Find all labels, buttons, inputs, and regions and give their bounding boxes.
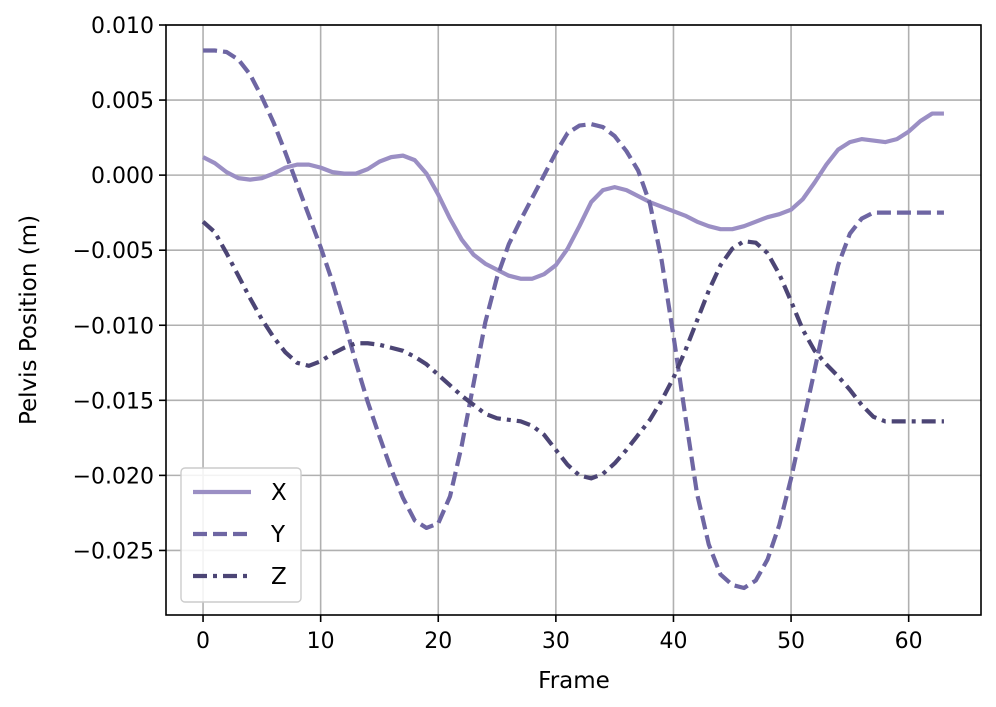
y-tick-label: −0.025 (73, 539, 154, 564)
series-line-y (203, 48, 944, 591)
legend-label-z: Z (271, 564, 287, 590)
y-axis-label: Pelvis Position (m) (16, 215, 42, 425)
x-tick-label: 20 (424, 629, 452, 654)
legend: XYZ (180, 467, 302, 603)
legend-label-y: Y (270, 522, 286, 548)
x-tick-label: 30 (542, 629, 570, 654)
y-tick-label: 0.000 (91, 164, 154, 189)
y-tick-label: 0.010 (91, 14, 154, 39)
x-tick-label: 60 (895, 629, 923, 654)
x-tick-label: 0 (196, 629, 210, 654)
series-line-x (202, 111, 944, 281)
legend-label-x: X (271, 480, 287, 506)
x-axis-ticks: 0 10 20 30 40 50 60 (196, 615, 923, 654)
plot-frame (165, 24, 982, 616)
series-line-z (201, 220, 944, 481)
y-tick-label: −0.015 (73, 389, 154, 414)
series-layer (201, 48, 944, 591)
x-tick-label: 50 (777, 629, 805, 654)
y-tick-label: −0.020 (73, 464, 154, 489)
y-tick-label: −0.010 (73, 314, 154, 339)
x-axis-label: Frame (538, 668, 610, 694)
grid (166, 24, 981, 615)
y-tick-label: 0.005 (91, 89, 154, 114)
x-tick-label: 10 (307, 629, 335, 654)
y-axis-ticks: 0.010 0.005 0.000 −0.005 −0.010 −0.015 −0.020 −… (73, 14, 166, 564)
y-tick-label: −0.005 (73, 239, 154, 264)
x-tick-label: 40 (659, 629, 687, 654)
